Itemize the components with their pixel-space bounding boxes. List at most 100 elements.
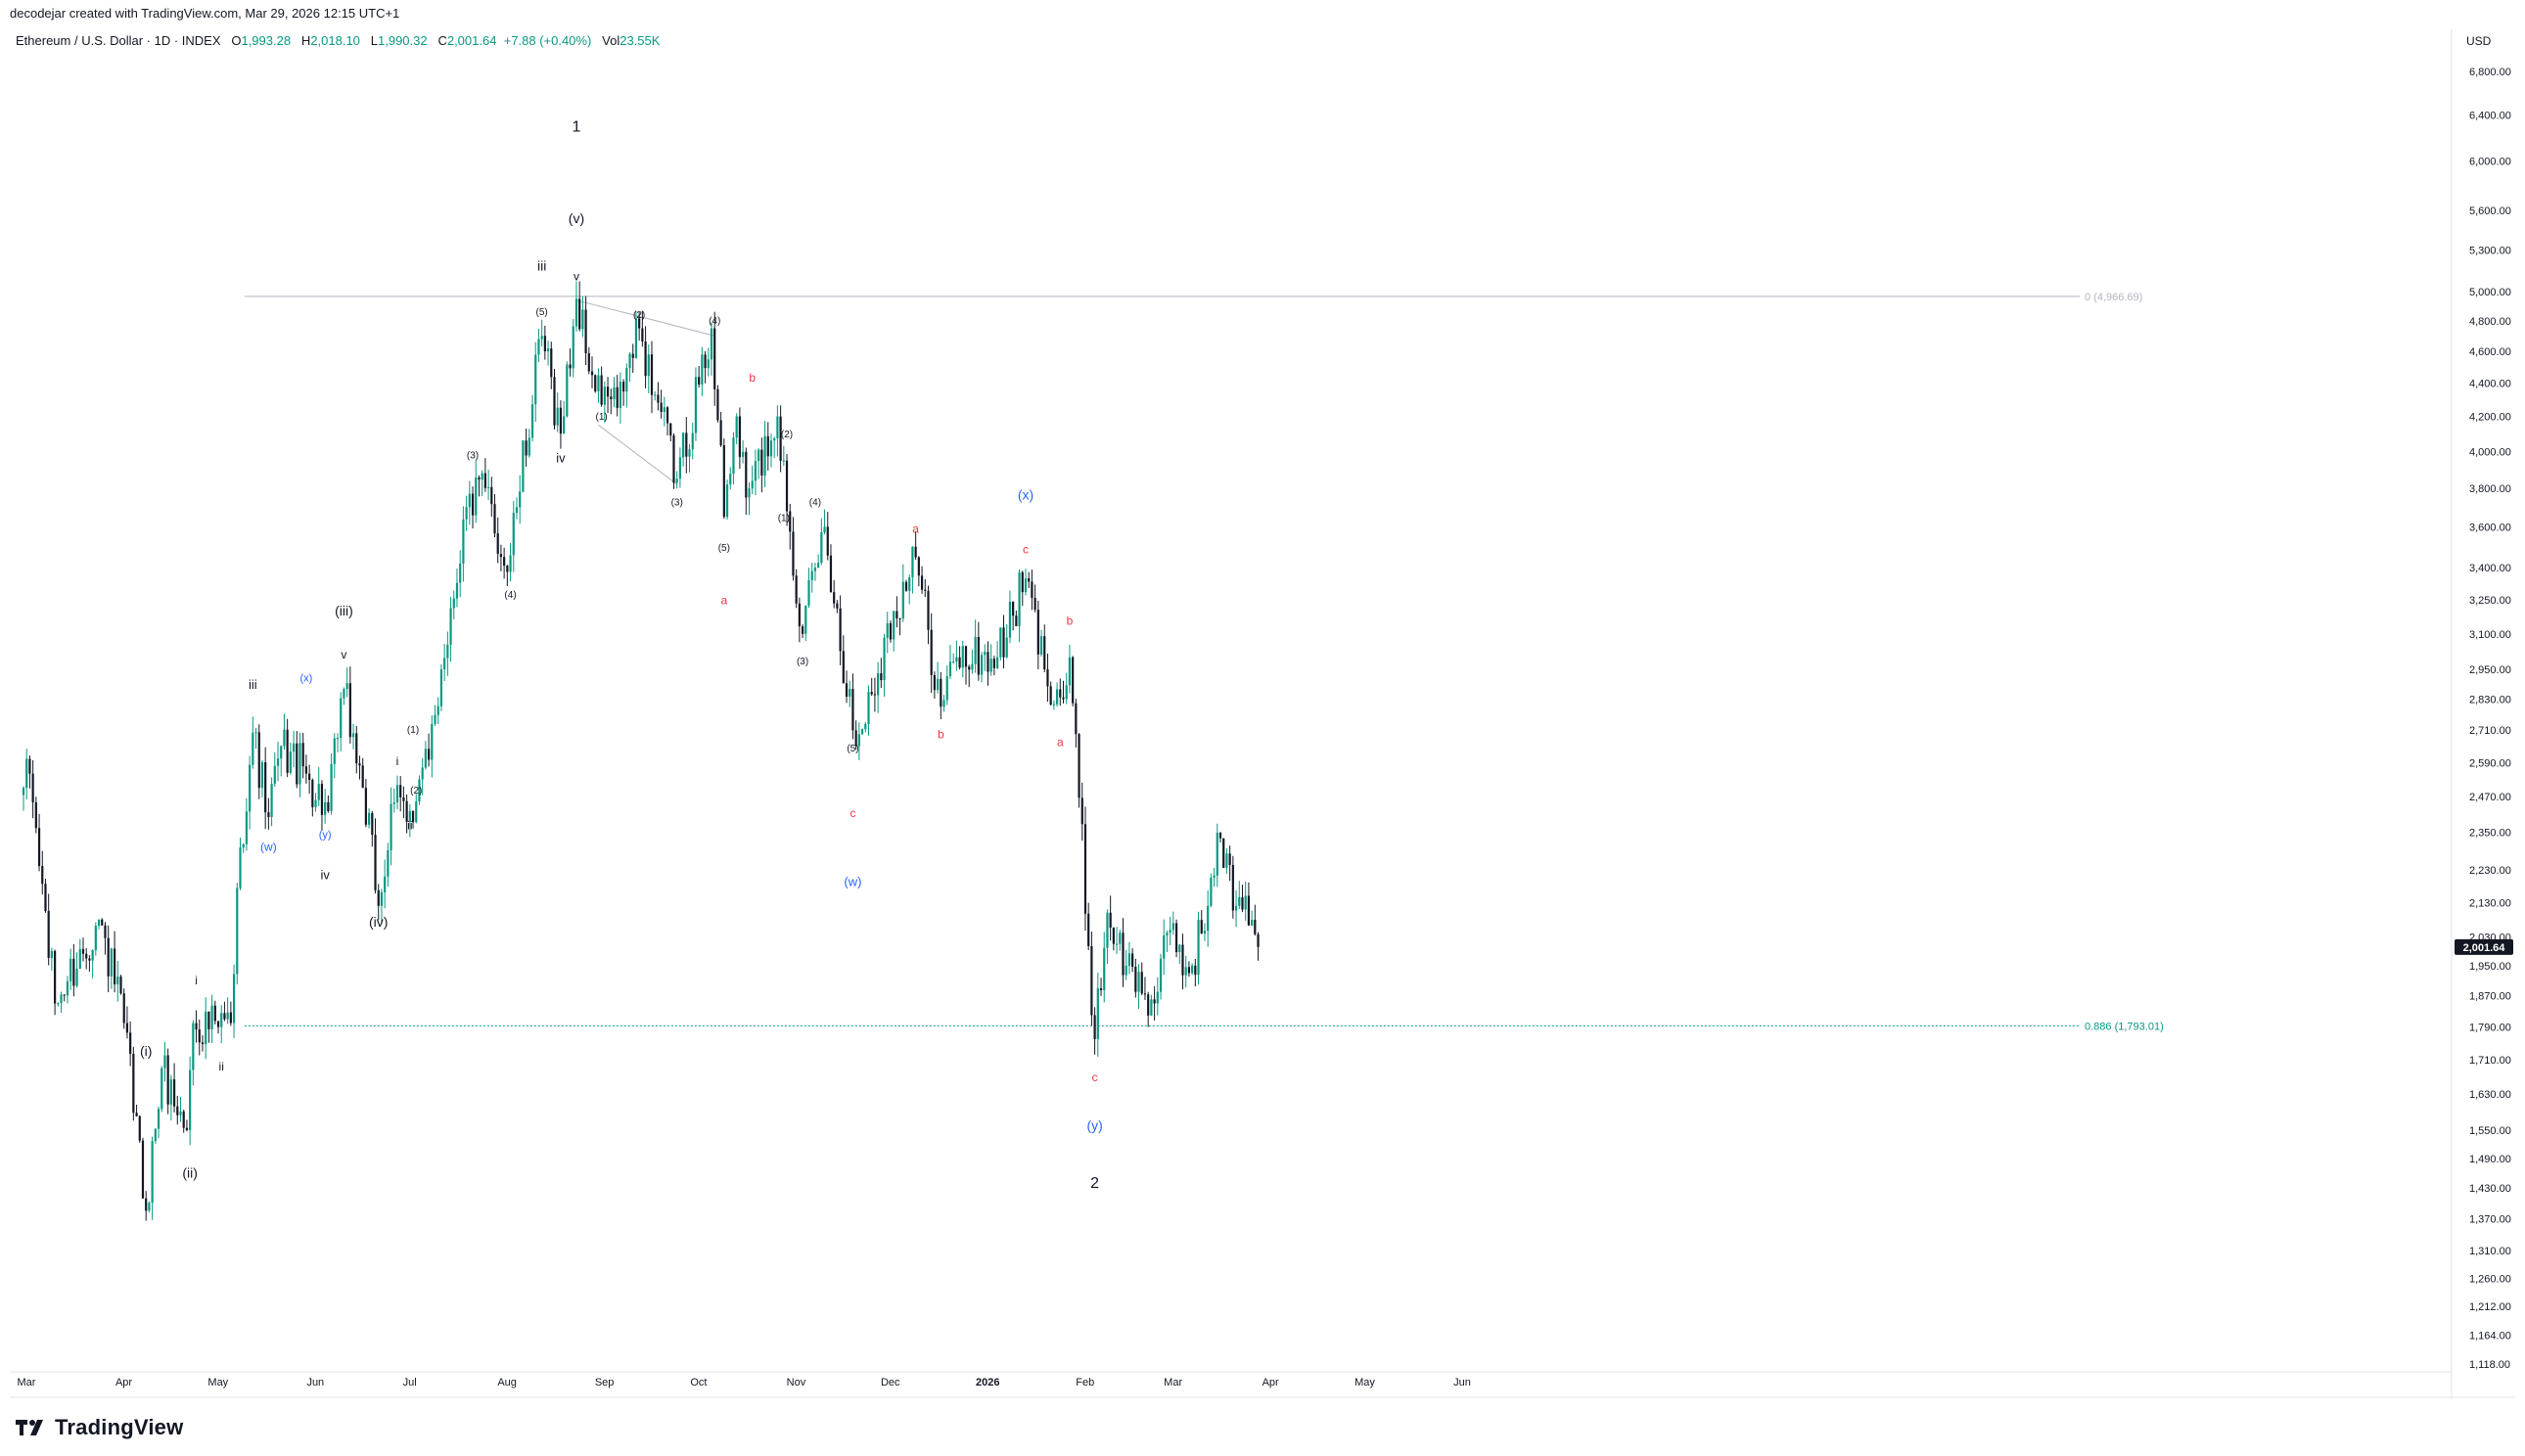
candle-body	[606, 387, 610, 397]
candle-body	[122, 993, 125, 1024]
candle-body	[1247, 895, 1250, 926]
candle-body	[431, 723, 434, 760]
price-tick-label: 5,600.00	[2469, 205, 2511, 217]
candle-body	[434, 714, 436, 724]
candle-body	[857, 734, 860, 747]
wave-label: 2	[1090, 1175, 1099, 1192]
candle-body	[867, 692, 870, 724]
candle-body	[289, 751, 292, 773]
candle-body	[66, 980, 69, 996]
price-tick-label: 1,790.00	[2469, 1023, 2511, 1034]
candle-body	[974, 636, 977, 664]
candle-body	[550, 348, 553, 378]
candle-body	[107, 937, 110, 977]
time-tick-label: May	[207, 1377, 228, 1388]
wave-labels: (i)(ii)iiiiii(w)(x)(y)iv(iii)v(iv)iii(1)…	[140, 119, 1103, 1192]
candle-body	[758, 449, 760, 462]
candle-body	[166, 1055, 169, 1105]
candle-body	[185, 1127, 189, 1130]
wave-label: (5)	[718, 543, 730, 554]
candle-body	[1213, 875, 1216, 878]
candle-body	[751, 480, 754, 489]
candle-body	[138, 1115, 141, 1141]
wave-label: b	[749, 371, 756, 385]
candle-body	[1103, 947, 1106, 990]
candle-body	[1021, 571, 1024, 593]
tradingview-logo[interactable]: TradingView	[14, 1415, 183, 1440]
candle-body	[760, 449, 763, 476]
candle-body	[392, 801, 395, 804]
candle-body	[405, 800, 408, 822]
candle-body	[989, 659, 992, 672]
candle-body	[625, 368, 628, 392]
candle-body	[666, 407, 669, 424]
candle-body	[499, 554, 503, 558]
price-tick-label: 2,590.00	[2469, 757, 2511, 769]
candle-body	[732, 437, 735, 475]
currency-label[interactable]: USD	[2466, 34, 2492, 48]
candle-body	[849, 689, 851, 697]
price-tick-label: 5,000.00	[2469, 287, 2511, 298]
vol-label: Vol	[602, 33, 620, 48]
candle-body	[578, 298, 581, 330]
candle-body	[97, 919, 101, 927]
candle-body	[179, 1111, 182, 1115]
candle-body	[898, 617, 901, 619]
candle-body	[1096, 988, 1099, 1039]
price-tick-label: 4,000.00	[2469, 446, 2511, 458]
candle-body	[722, 445, 725, 518]
candle-body	[273, 765, 276, 785]
candle-body	[1200, 920, 1203, 934]
candle-body	[785, 460, 789, 512]
candle-body	[810, 570, 813, 580]
wave-label: (w)	[844, 874, 861, 888]
candle-body	[748, 488, 751, 498]
candle-body	[1031, 581, 1033, 598]
candle-body	[364, 788, 367, 825]
wave-label: (iv)	[369, 914, 388, 930]
wave-label: a	[720, 594, 727, 608]
candle-body	[813, 568, 817, 571]
candle-body	[1002, 627, 1005, 658]
wave-label: (3)	[467, 451, 479, 462]
candle-body	[948, 661, 952, 677]
candle-body	[779, 416, 782, 461]
candle-body	[402, 796, 405, 801]
candle-body	[713, 328, 716, 389]
candle-body	[669, 423, 672, 436]
price-tick-label: 4,800.00	[2469, 316, 2511, 328]
price-tick-label: 4,600.00	[2469, 346, 2511, 358]
candle-body	[101, 919, 104, 926]
price-tick-label: 3,100.00	[2469, 629, 2511, 641]
price-tick-label: 2,350.00	[2469, 827, 2511, 839]
fib-level-label: 0 (4,966.69)	[2085, 292, 2142, 303]
candle-body	[1099, 988, 1103, 990]
time-tick-label: Mar	[1164, 1377, 1182, 1388]
candle-body	[1028, 578, 1031, 582]
candle-body	[176, 1106, 179, 1115]
candle-body	[540, 336, 543, 340]
candle-body	[622, 382, 625, 392]
wave-label: iv	[320, 868, 330, 883]
price-axis[interactable]: 6,800.00 6,400.00 6,000.00 5,600.00 5,300.00…	[2455, 67, 2513, 1371]
candle-body	[553, 377, 556, 426]
symbol-name[interactable]: Ethereum / U.S. Dollar · 1D · INDEX	[16, 33, 221, 48]
price-tick-label: 4,200.00	[2469, 412, 2511, 424]
candle-body	[1166, 933, 1169, 935]
candle-body	[1106, 912, 1109, 948]
candle-body	[942, 700, 945, 707]
candle-body	[1131, 953, 1134, 968]
candle-body	[148, 1203, 151, 1211]
candle-body	[439, 669, 443, 706]
candle-body	[930, 629, 933, 675]
price-tick-label: 1,870.00	[2469, 991, 2511, 1003]
wave-label: iv	[556, 450, 566, 465]
candle-body	[522, 440, 525, 492]
candle-body	[961, 646, 964, 668]
candle-body	[210, 1005, 213, 1029]
candle-body	[1194, 965, 1197, 976]
time-axis[interactable]: Mar Apr May Jun Jul Aug Sep Oct Nov Dec 2026 Feb Mar…	[18, 1377, 1471, 1388]
candle-body	[229, 1012, 232, 1024]
wave-label: (1)	[596, 412, 608, 423]
